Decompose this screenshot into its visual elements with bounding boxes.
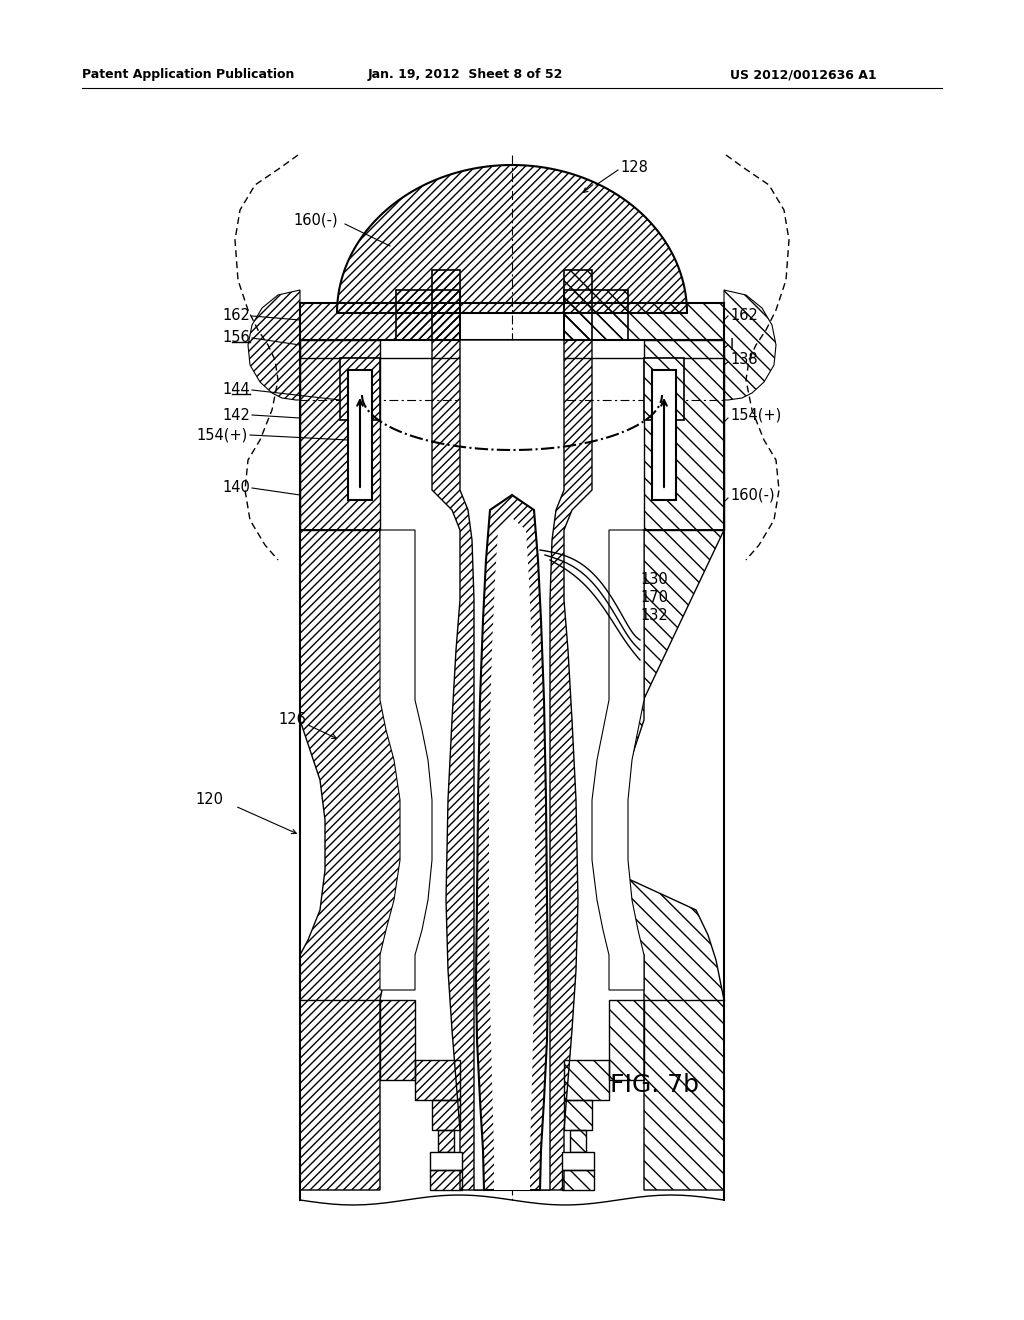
Text: 154(+): 154(+) [730, 408, 781, 422]
Polygon shape [592, 531, 644, 990]
Text: 142: 142 [222, 408, 250, 422]
Text: 126: 126 [278, 713, 306, 727]
Text: Patent Application Publication: Patent Application Publication [82, 69, 294, 81]
Text: 128: 128 [620, 161, 648, 176]
Bar [380, 1001, 415, 1080]
Bar [438, 1130, 454, 1152]
Text: 162: 162 [222, 309, 250, 323]
Bar [609, 1001, 644, 1080]
Text: 138: 138 [730, 352, 758, 367]
Text: 144: 144 [222, 383, 250, 397]
Text: FIG. 7b: FIG. 7b [610, 1073, 699, 1097]
Bar [652, 370, 676, 500]
Bar [564, 1060, 609, 1100]
Bar [415, 1060, 460, 1100]
Text: 120: 120 [195, 792, 223, 808]
Text: 162: 162 [730, 309, 758, 323]
Bar [430, 1170, 462, 1191]
Text: 130: 130 [640, 573, 668, 587]
Polygon shape [340, 358, 380, 420]
Text: 160(-): 160(-) [293, 213, 338, 227]
Bar [430, 1152, 462, 1170]
Text: US 2012/0012636 A1: US 2012/0012636 A1 [730, 69, 877, 81]
Text: 132: 132 [640, 609, 668, 623]
Bar [562, 1152, 594, 1170]
Bar [564, 1100, 592, 1130]
Bar [562, 1170, 594, 1191]
Bar [570, 1130, 586, 1152]
Text: I: I [730, 338, 734, 352]
Polygon shape [644, 358, 684, 420]
Text: 160(-): 160(-) [730, 487, 774, 503]
Text: 154(+): 154(+) [197, 428, 248, 442]
Text: 170: 170 [640, 590, 668, 606]
Bar [348, 370, 372, 500]
Polygon shape [380, 531, 432, 990]
Text: 156: 156 [222, 330, 250, 346]
Bar [432, 1100, 460, 1130]
Text: Jan. 19, 2012  Sheet 8 of 52: Jan. 19, 2012 Sheet 8 of 52 [368, 69, 563, 81]
Text: 140: 140 [222, 480, 250, 495]
Polygon shape [460, 341, 564, 1191]
Polygon shape [489, 517, 535, 1191]
